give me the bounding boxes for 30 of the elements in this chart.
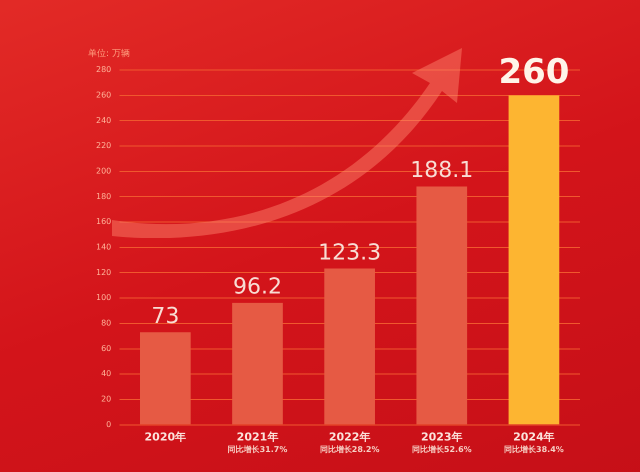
data-label: 188.1 — [410, 158, 474, 184]
text: 同比增长31.7% — [228, 444, 288, 454]
y-tick-label: 100 — [96, 293, 112, 302]
x-tick-label: 2023年 — [420, 430, 463, 444]
y-tick-label: 160 — [96, 217, 112, 226]
x-tick-label: 2020年 — [144, 430, 186, 444]
data-label: 96.2 — [232, 274, 282, 300]
x-tick-label: 2021年 — [236, 430, 278, 444]
x-tick-label: 2024年 — [513, 430, 555, 444]
y-tick-label: 200 — [96, 166, 112, 176]
y-tick-label: 240 — [96, 116, 112, 125]
data-label: 260 — [498, 52, 570, 92]
y-tick-label: 80 — [101, 318, 112, 328]
y-tick-label: 220 — [96, 141, 112, 150]
text: 同比增长52.6% — [412, 444, 472, 454]
y-tick-label: 40 — [101, 369, 112, 378]
text: 同比增长38.4% — [504, 444, 564, 454]
y-tick-label: 0 — [106, 420, 112, 429]
y-tick-label: 60 — [101, 344, 112, 353]
y-tick-label: 180 — [96, 192, 112, 201]
y-tick-label: 280 — [96, 65, 112, 74]
y-tick-label: 140 — [96, 242, 112, 252]
data-label: 73 — [151, 304, 180, 330]
y-tick-label: 260 — [96, 90, 112, 100]
y-tick-label: 20 — [101, 394, 112, 404]
x-tick-label: 2022年 — [328, 430, 370, 444]
text: 同比增长28.2% — [320, 444, 380, 454]
data-label: 123.3 — [318, 240, 382, 266]
y-axis-title: 单位: 万辆 — [88, 48, 130, 59]
y-tick-label: 120 — [96, 268, 112, 277]
